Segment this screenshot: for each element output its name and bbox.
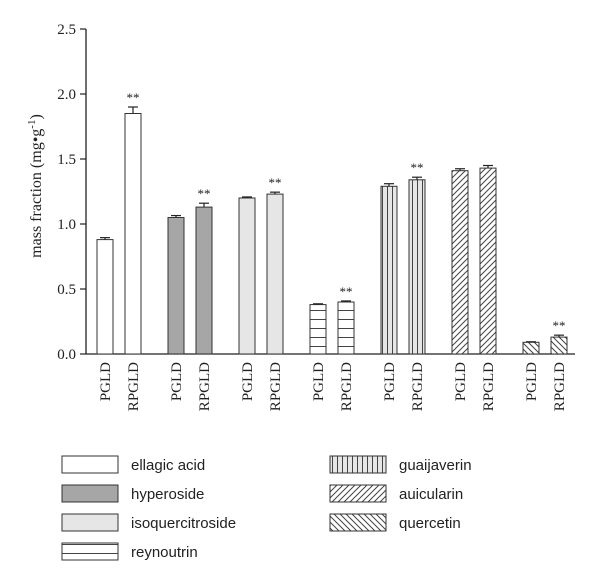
y-axis-label-close: )	[28, 114, 45, 119]
bar-auicularin-pgld	[451, 170, 469, 355]
significance-mark: **	[340, 284, 353, 299]
legend-swatch	[61, 455, 119, 474]
bar-quercetin-pgld	[522, 341, 540, 355]
category-label: RPGLD	[126, 362, 142, 411]
bar-guaijaverin-rpgld	[408, 179, 426, 355]
legend-label: hyperoside	[131, 486, 204, 503]
legend-swatch	[329, 484, 387, 503]
legend-label: guaijaverin	[399, 457, 472, 474]
category-label: PGLD	[98, 362, 114, 401]
category-label: PGLD	[382, 362, 398, 401]
category-label: RPGLD	[481, 362, 497, 411]
legend-label: isoquercitroside	[131, 515, 236, 532]
bar-isoquercitroside-pgld	[238, 197, 256, 355]
legend-swatch	[61, 542, 119, 561]
bar-quercetin-rpgld	[550, 336, 568, 355]
category-label: PGLD	[524, 362, 540, 401]
y-tick-label: 2.0	[57, 87, 76, 103]
bar-guaijaverin-pgld	[380, 185, 398, 355]
y-axis-label: mass fraction (mg•g-1)	[26, 114, 45, 258]
category-label: PGLD	[453, 362, 469, 401]
y-tick-label: 1.5	[57, 152, 76, 168]
legend-swatch	[329, 455, 387, 474]
bar-reynoutrin-rpgld	[337, 301, 355, 355]
category-label: RPGLD	[268, 362, 284, 411]
y-axis-label-main: mass fraction (mg•g	[28, 129, 45, 258]
y-axis-label-sup: -1	[26, 120, 38, 129]
y-tick-label: 1.0	[57, 217, 76, 233]
significance-mark: **	[198, 186, 211, 201]
legend-swatch	[329, 513, 387, 532]
bar-ellagic-acid-rpgld	[124, 113, 142, 355]
category-labels: PGLD RPGLD PGLD RPGLD PGLD RPGLD PGLD RPGLD PGLD…	[98, 362, 568, 411]
bars: ** ** ** ** ** **	[96, 90, 568, 355]
significance-mark: **	[411, 160, 424, 175]
y-tick-label: 2.5	[57, 22, 76, 38]
bar-ellagic-acid-pgld	[96, 239, 114, 355]
legend: ellagic acid hyperoside isoquercitroside re…	[61, 455, 472, 561]
bar-reynoutrin-pgld	[309, 304, 327, 355]
category-label: RPGLD	[197, 362, 213, 411]
bar-auicularin-rpgld	[479, 167, 497, 355]
significance-mark: **	[127, 90, 140, 105]
y-tick-label: 0.5	[57, 282, 76, 298]
legend-swatch	[61, 513, 119, 532]
legend-label: quercetin	[399, 515, 461, 532]
bar-hyperoside-rpgld	[195, 206, 213, 355]
category-label: PGLD	[311, 362, 327, 401]
significance-mark: **	[553, 318, 566, 333]
legend-label: auicularin	[399, 486, 463, 503]
category-label: PGLD	[169, 362, 185, 401]
legend-swatch	[61, 484, 119, 503]
bar-isoquercitroside-rpgld	[266, 193, 284, 355]
bar-hyperoside-pgld	[167, 217, 185, 355]
category-label: RPGLD	[552, 362, 568, 411]
legend-label: ellagic acid	[131, 457, 205, 474]
legend-label: reynoutrin	[131, 544, 198, 561]
category-label: PGLD	[240, 362, 256, 401]
category-label: RPGLD	[410, 362, 426, 411]
significance-mark: **	[269, 175, 282, 190]
y-tick-label: 0.0	[57, 347, 76, 363]
category-label: RPGLD	[339, 362, 355, 411]
